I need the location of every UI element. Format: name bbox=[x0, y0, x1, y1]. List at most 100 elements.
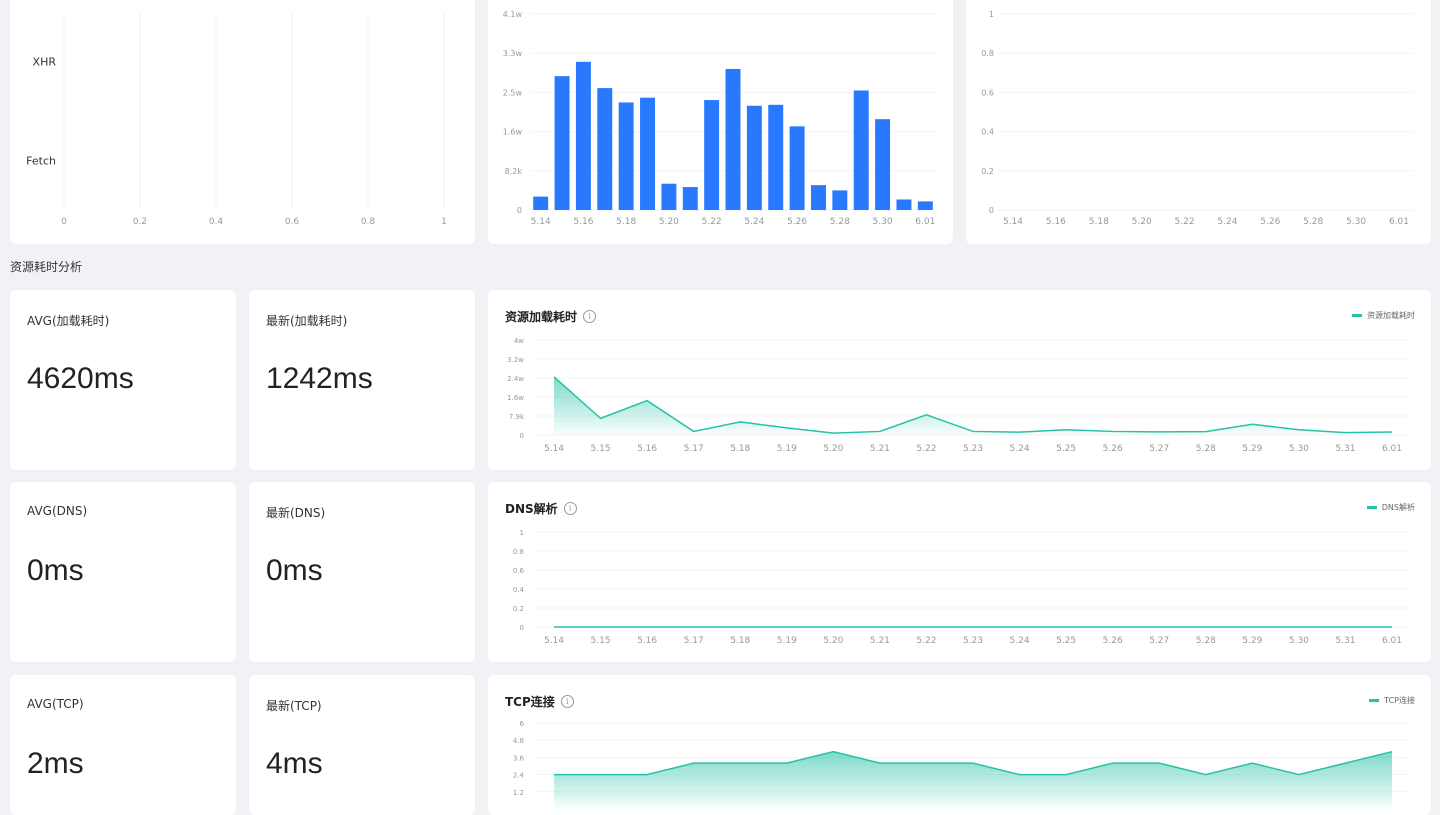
x-tick-label: 5.16 bbox=[573, 217, 593, 227]
info-icon[interactable]: i bbox=[563, 502, 577, 515]
stat-card-avg-load: AVG(加载耗时) 4620ms bbox=[10, 290, 236, 470]
x-tick-label: 5.16 bbox=[637, 444, 657, 454]
x-tick-label: 5.28 bbox=[830, 217, 850, 227]
x-tick-label: 5.24 bbox=[744, 217, 764, 227]
x-tick-label: 5.22 bbox=[916, 444, 936, 454]
y-tick-label: 0.8 bbox=[513, 548, 524, 556]
resource-type-chart: 0 0.2 0.4 0.6 0.8 1 XHR Fetch bbox=[26, 12, 447, 227]
stat-card-avg-dns: AVG(DNS) 0ms bbox=[10, 482, 236, 662]
y-tick-label: 0.4 bbox=[981, 128, 994, 137]
load-time-chart-card: 资源加载耗时 i 资源加载耗时 0 7.9k 1.6w 2.4w 3.2w 4w 5.14 5… bbox=[488, 290, 1431, 470]
x-tick-label: 5.22 bbox=[1175, 217, 1195, 227]
bar bbox=[597, 88, 613, 210]
bar bbox=[618, 102, 634, 210]
x-tick-label: 0.2 bbox=[133, 217, 147, 227]
x-tick-label: 0.8 bbox=[361, 217, 376, 227]
y-tick-label: 0.6 bbox=[981, 88, 994, 97]
y-tick-label: 0.8 bbox=[981, 49, 994, 58]
y-tick-label: 2.4w bbox=[507, 375, 524, 383]
chart-legend[interactable]: TCP连接 bbox=[1369, 695, 1415, 706]
x-tick-label: 5.26 bbox=[1260, 217, 1280, 227]
y-tick-label: 1 bbox=[520, 529, 524, 537]
chart-legend[interactable]: DNS解析 bbox=[1366, 502, 1415, 513]
legend-swatch bbox=[1352, 314, 1362, 317]
chart-legend[interactable]: 资源加载耗时 bbox=[1352, 310, 1415, 321]
x-tick-label: 5.31 bbox=[1335, 444, 1355, 454]
x-tick-label: 6.01 bbox=[1389, 217, 1409, 227]
info-icon[interactable]: i bbox=[560, 695, 574, 708]
resource-type-chart-card: 0 0.2 0.4 0.6 0.8 1 XHR Fetch bbox=[10, 0, 475, 244]
x-tick-label: 5.26 bbox=[787, 217, 807, 227]
stat-label: 最新(TCP) bbox=[266, 699, 322, 713]
bar bbox=[768, 104, 784, 210]
legend-label: 资源加载耗时 bbox=[1367, 311, 1415, 320]
section-title: 资源耗时分析 bbox=[10, 260, 83, 274]
x-tick-label: 0.6 bbox=[285, 217, 300, 227]
legend-label: TCP连接 bbox=[1384, 696, 1415, 705]
bar bbox=[875, 119, 891, 210]
x-tick-label: 6.01 bbox=[1382, 444, 1402, 454]
x-tick-label: 5.18 bbox=[1089, 217, 1109, 227]
x-tick-label: 5.18 bbox=[616, 217, 636, 227]
stat-card-latest-dns: 最新(DNS) 0ms bbox=[249, 482, 475, 662]
bar bbox=[810, 185, 826, 210]
bar bbox=[575, 61, 591, 211]
y-tick-label: 3.6 bbox=[513, 754, 525, 762]
stat-label: AVG(加载耗时) bbox=[27, 314, 110, 328]
x-tick-label: 5.15 bbox=[591, 444, 611, 454]
x-tick-label: 5.31 bbox=[1335, 636, 1355, 646]
x-tick-label: 5.18 bbox=[730, 444, 750, 454]
tcp-chart-card: TCP连接 i TCP连接 1.2 2.4 3.6 4.8 6 bbox=[488, 675, 1431, 815]
y-tick-label: 2.5w bbox=[503, 88, 523, 97]
x-tick-label: 5.30 bbox=[1289, 636, 1309, 646]
legend-swatch bbox=[1369, 699, 1380, 702]
bar bbox=[896, 199, 912, 210]
y-tick-label: 1.6w bbox=[503, 128, 523, 137]
x-tick-label: 5.23 bbox=[963, 636, 983, 646]
y-tick-label: 4w bbox=[514, 337, 524, 345]
x-tick-label: 5.17 bbox=[684, 636, 704, 646]
info-icon[interactable]: i bbox=[583, 310, 597, 323]
x-tick-label: 5.25 bbox=[1056, 636, 1076, 646]
stat-card-latest-tcp: 最新(TCP) 4ms bbox=[249, 675, 475, 815]
y-tick-label: 0.4 bbox=[513, 586, 525, 594]
y-category-label: XHR bbox=[33, 56, 57, 69]
dns-line-chart: 0 0.2 0.4 0.6 0.8 1 5.14 5.15 5.16 5.17 5.18 5.19 5.… bbox=[513, 529, 1410, 646]
x-tick-label: 5.16 bbox=[637, 636, 657, 646]
series-area bbox=[554, 376, 1392, 435]
x-tick-label: 5.17 bbox=[684, 444, 704, 454]
x-tick-label: 5.29 bbox=[1242, 444, 1262, 454]
x-tick-label: 6.01 bbox=[915, 217, 935, 227]
y-tick-label: 0 bbox=[520, 432, 524, 440]
stat-value: 0ms bbox=[266, 554, 323, 587]
stat-value: 4620ms bbox=[27, 362, 134, 395]
chart-title: DNS解析 i bbox=[505, 500, 577, 517]
x-tick-label: 5.20 bbox=[659, 217, 679, 227]
x-tick-label: 5.15 bbox=[591, 636, 611, 646]
stat-label: AVG(DNS) bbox=[27, 504, 88, 518]
x-tick-label: 5.30 bbox=[873, 217, 893, 227]
x-tick-label: 5.21 bbox=[870, 444, 890, 454]
x-tick-label: 5.28 bbox=[1303, 217, 1323, 227]
x-tick-label: 5.14 bbox=[1003, 217, 1023, 227]
x-tick-label: 5.30 bbox=[1346, 217, 1366, 227]
y-tick-label: 1.6w bbox=[507, 394, 524, 402]
chart-title: 资源加载耗时 i bbox=[505, 308, 597, 325]
legend-swatch bbox=[1366, 506, 1377, 509]
chart-title-text: 资源加载耗时 bbox=[505, 310, 578, 324]
x-tick-label: 0 bbox=[61, 217, 67, 227]
x-tick-label: 5.19 bbox=[777, 444, 797, 454]
x-tick-label: 5.20 bbox=[823, 444, 843, 454]
x-tick-label: 5.22 bbox=[702, 217, 722, 227]
y-tick-label: 3.3w bbox=[503, 49, 523, 58]
stat-label: 最新(DNS) bbox=[266, 506, 326, 520]
bar bbox=[704, 100, 720, 210]
x-tick-label: 5.27 bbox=[1149, 636, 1169, 646]
x-tick-label: 5.14 bbox=[531, 217, 551, 227]
bar bbox=[725, 68, 741, 210]
bar bbox=[640, 97, 656, 210]
y-tick-label: 0.6 bbox=[513, 567, 525, 575]
x-tick-label: 5.29 bbox=[1242, 636, 1262, 646]
y-tick-label: 0 bbox=[989, 206, 994, 215]
y-category-label: Fetch bbox=[26, 155, 56, 168]
